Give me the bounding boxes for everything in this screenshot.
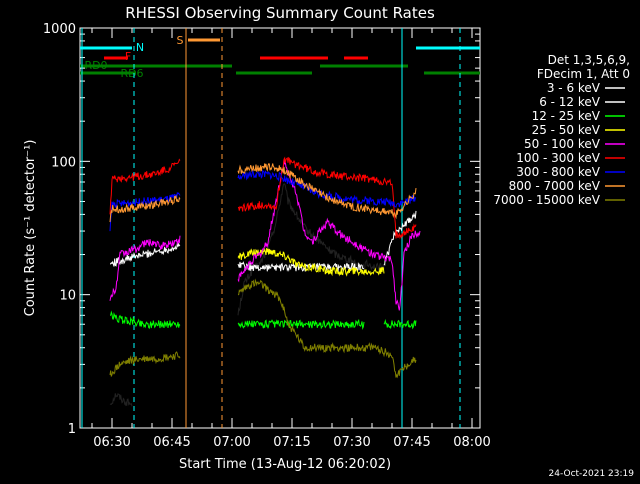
plot-frame (79, 27, 481, 429)
x-axis-label: Start Time (13-Aug-12 06:20:02) (179, 457, 391, 472)
legend-label: 800 - 7000 keV (509, 179, 601, 193)
y-axis-label: Count Rate (s⁻¹ detector⁻¹) (23, 140, 38, 317)
series-line-8 (109, 278, 417, 379)
x-tick-label: 07:00 (213, 435, 250, 450)
legend-label: 100 - 300 keV (516, 151, 600, 165)
y-tick-label: 1000 (43, 22, 76, 37)
legend-header-line-1: Det 1,3,5,6,9, (548, 53, 630, 67)
plot-layer: 1 10 100 1000 06:30 06:45 07:00 07:15 07:30 07:45… (43, 22, 491, 450)
legend-label: 3 - 6 keV (547, 81, 601, 95)
series-line-4 (109, 159, 421, 311)
series-line-2 (109, 310, 417, 330)
series-line-0 (109, 183, 385, 407)
series-line-3 (237, 247, 385, 277)
flag-label-n: N (136, 41, 144, 54)
x-tick-label: 07:45 (393, 435, 430, 450)
legend-label: 12 - 25 keV (532, 109, 601, 123)
series-line-1 (110, 210, 417, 273)
chart-title: RHESSI Observing Summary Count Rates (125, 4, 435, 22)
legend-label: 6 - 12 keV (539, 95, 601, 109)
flag-label-s: S (177, 34, 184, 47)
series-line-5 (109, 156, 417, 240)
legend-label: 25 - 50 keV (532, 123, 601, 137)
series-line-7 (109, 163, 417, 223)
x-tick-label: 06:45 (153, 435, 190, 450)
footer-date: 24-Oct-2021 23:19 (549, 469, 635, 479)
legend-label: 50 - 100 keV (524, 137, 601, 151)
x-tick-label: 06:30 (93, 435, 130, 450)
flag-label-rd0: RD0 (84, 59, 107, 72)
x-tick-label: 07:15 (273, 435, 310, 450)
legend-label: 7000 - 15000 keV (493, 193, 600, 207)
y-tick-label: 100 (51, 155, 76, 170)
x-tick-label: 08:00 (453, 435, 490, 450)
x-tick-label: 07:30 (333, 435, 370, 450)
y-tick-label: 1 (68, 422, 76, 437)
legend-header-line-2: FDecim 1, Att 0 (537, 67, 630, 81)
flag-label-f: F (125, 50, 131, 63)
flag-label-rd6: RD6 (120, 67, 143, 80)
legend-label: 300 - 800 keV (516, 165, 600, 179)
y-tick-label: 10 (59, 289, 76, 304)
